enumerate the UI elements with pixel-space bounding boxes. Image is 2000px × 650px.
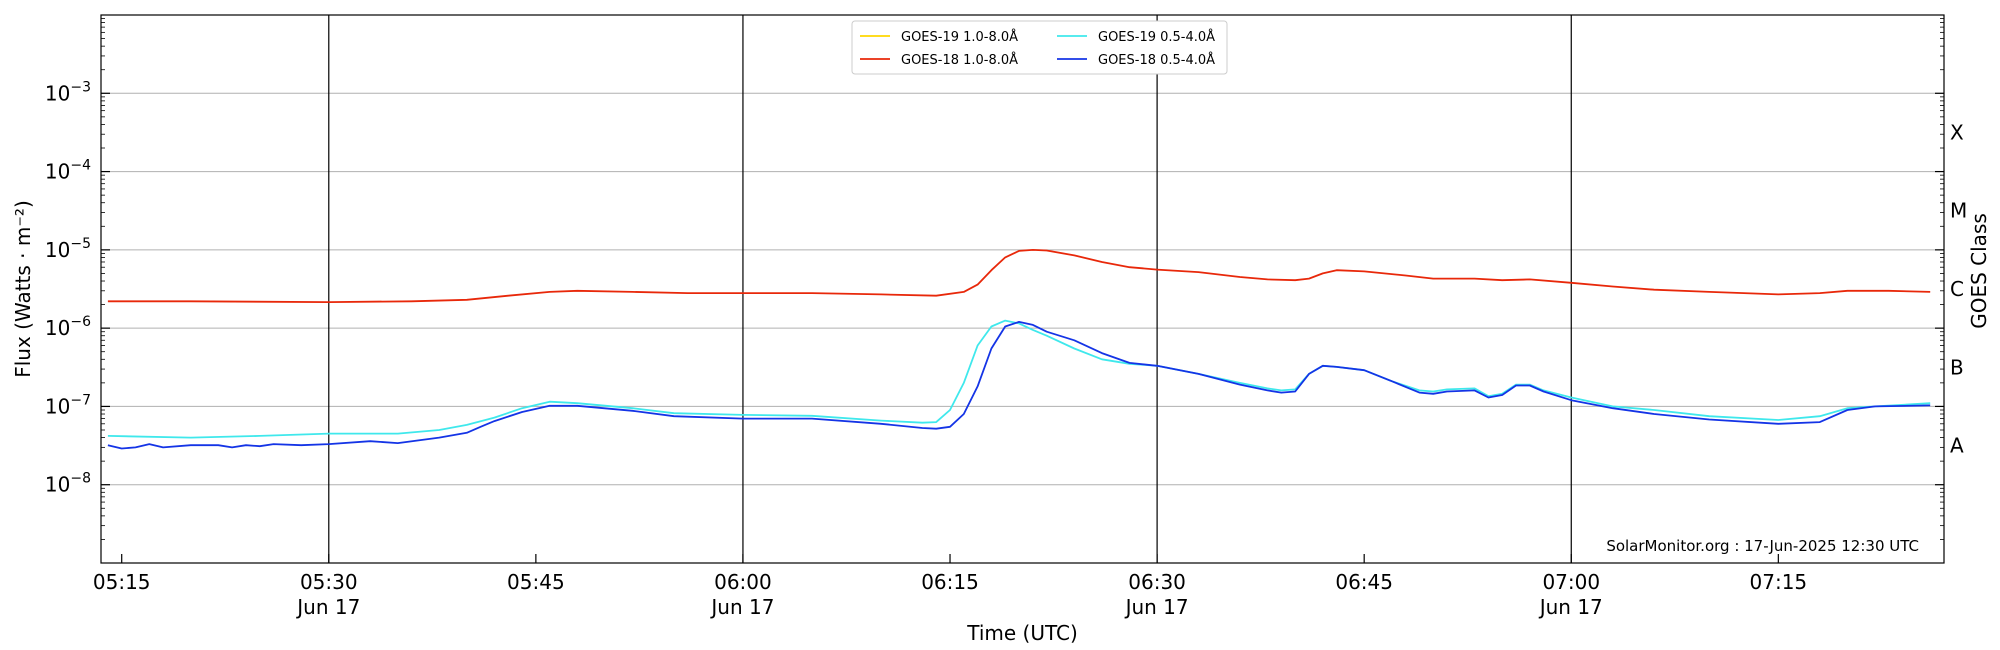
x-tick-label: 05:15 <box>93 570 151 594</box>
x-tick-date-label: Jun 17 <box>1124 595 1189 619</box>
legend-box <box>851 20 1228 75</box>
x-tick-label: 05:45 <box>507 570 565 594</box>
goes-class-label: X <box>1950 120 1964 144</box>
x-tick-date-label: Jun 17 <box>295 595 360 619</box>
series-line-3 <box>107 320 1931 450</box>
goes-class-axis-title: GOES Class <box>1967 213 1991 329</box>
legend-entry-label: GOES-18 0.5-4.0Å <box>1098 52 1215 68</box>
x-tick-label: 07:15 <box>1750 570 1808 594</box>
x-axis-title: Time (UTC) <box>966 621 1078 645</box>
legend-entry-label: GOES-19 0.5-4.0Å <box>1098 29 1215 45</box>
series-line-1 <box>107 248 1931 304</box>
goes-class-label: C <box>1950 277 1964 301</box>
y-axis-title: Flux (Watts · m⁻²) <box>11 200 35 378</box>
legend-entry-label: GOES-19 1.0-8.0Å <box>901 29 1018 45</box>
x-tick-label: 05:30 <box>300 570 358 594</box>
x-tick-date-label: Jun 17 <box>1538 595 1603 619</box>
plot-frame <box>100 14 1945 564</box>
watermark-text: SolarMonitor.org : 17-Jun-2025 12:30 UTC <box>1606 537 1919 555</box>
x-tick-label: 07:00 <box>1542 570 1600 594</box>
ticks-layer <box>101 18 1944 563</box>
legend: GOES-19 1.0-8.0Å GOES-19 0.5-4.0Å GOES-18 … <box>851 20 1228 75</box>
y-tick-label: 10−4 <box>45 158 91 184</box>
series-layer <box>107 248 1931 450</box>
x-tick-label: 06:15 <box>921 570 979 594</box>
x-tick-date-label: Jun 17 <box>709 595 774 619</box>
legend-entry-label: GOES-18 1.0-8.0Å <box>901 52 1018 68</box>
x-tick-label: 06:00 <box>714 570 772 594</box>
goes-class-label: M <box>1950 199 1967 223</box>
x-tick-label: 06:30 <box>1128 570 1186 594</box>
x-tick-label: 06:45 <box>1335 570 1393 594</box>
grid-layer <box>101 15 1944 563</box>
goes-class-label: B <box>1950 355 1964 379</box>
goes-class-label: A <box>1950 434 1964 458</box>
